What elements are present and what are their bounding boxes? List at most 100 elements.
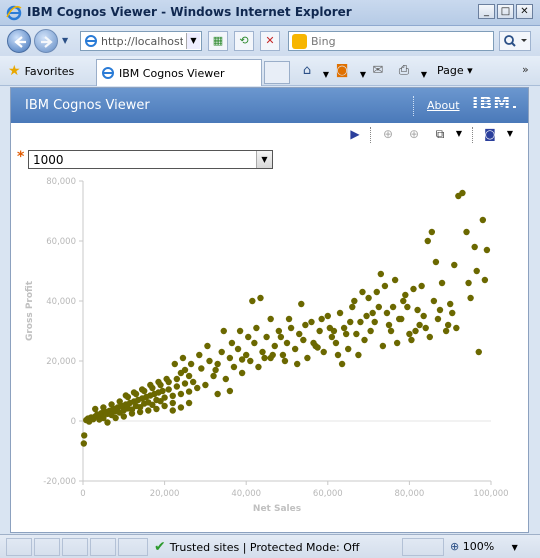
data-point [459, 189, 466, 197]
tab-ibm-cognos-viewer[interactable]: IBM Cognos Viewer [96, 59, 262, 86]
keep-this-version-icon[interactable]: ⧉ [435, 127, 445, 141]
stop-icon[interactable]: ✕ [260, 31, 280, 51]
data-point [345, 345, 352, 353]
protected-mode-icon[interactable] [402, 538, 444, 556]
recent-pages-dropdown[interactable]: ▼ [62, 36, 69, 45]
home-icon[interactable]: ⌂ [302, 63, 312, 78]
x-tick-label: 0 [80, 489, 85, 499]
data-point [483, 246, 491, 254]
home-dropdown-icon[interactable]: ▼ [322, 70, 330, 79]
data-point [96, 416, 103, 423]
data-point [214, 360, 221, 368]
data-point [261, 354, 268, 362]
data-point [473, 267, 480, 275]
data-point [336, 309, 344, 317]
run-report-icon[interactable]: ▶ [350, 127, 360, 141]
data-point [185, 372, 193, 380]
search-button[interactable] [499, 31, 531, 51]
search-input[interactable]: Bing [288, 31, 494, 51]
cognos-title: IBM Cognos Viewer [25, 98, 150, 113]
minimize-button[interactable]: _ [478, 4, 495, 19]
favorites-bar: ★ Favorites IBM Cognos Viewer ⌂ ▼ ◙ ▼ ✉ … [0, 56, 540, 86]
data-point [155, 378, 162, 386]
data-point [145, 407, 152, 414]
forward-button[interactable] [34, 29, 58, 53]
format-dropdown-icon[interactable]: ▼ [506, 129, 514, 138]
data-point [226, 387, 234, 395]
print-icon[interactable]: ⎙ [398, 63, 410, 78]
security-zone[interactable]: ✔ Trusted sites | Protected Mode: Off [154, 539, 359, 555]
zoom-control[interactable]: ⊕ 100% ▼ [450, 540, 518, 553]
data-point [194, 384, 201, 392]
view-in-format-icon[interactable]: ◙ [484, 127, 496, 141]
data-point [177, 390, 185, 398]
data-point [365, 294, 372, 302]
address-dropdown-icon[interactable]: ▼ [186, 33, 200, 49]
data-point [245, 333, 252, 341]
data-point [310, 339, 317, 347]
about-link[interactable]: About [427, 99, 460, 112]
x-tick-label: 60,000 [313, 489, 343, 499]
data-point [438, 279, 446, 287]
keep-version-dropdown-icon[interactable]: ▼ [455, 129, 463, 138]
data-point [249, 297, 256, 305]
feeds-icon[interactable]: ◙ [335, 63, 349, 78]
data-point [149, 401, 156, 408]
y-axis-label: Gross Profit [25, 280, 35, 341]
data-point [204, 342, 211, 350]
data-point [475, 348, 482, 356]
maximize-button[interactable]: □ [497, 4, 514, 19]
y-tick-label: 0 [71, 417, 76, 427]
data-point [338, 360, 346, 368]
select-dropdown-icon[interactable]: ▼ [256, 151, 272, 168]
data-point [112, 414, 119, 422]
refresh-icon[interactable]: ⟲ [234, 31, 254, 51]
data-point [80, 440, 88, 447]
data-point [287, 324, 295, 332]
status-cell [62, 538, 88, 556]
page-content: IBM Cognos Viewer About IBM. ▶ ⊕ ⊕ ⧉ ▼ ◙… [10, 87, 529, 533]
data-point [153, 405, 160, 413]
mail-icon[interactable]: ✉ [372, 63, 384, 78]
data-point [238, 356, 246, 363]
data-point [381, 282, 389, 290]
internet-explorer-icon [6, 5, 22, 21]
data-point [181, 366, 189, 374]
data-point [418, 282, 425, 290]
close-window-button[interactable]: ✕ [516, 4, 533, 19]
page-menu[interactable]: Page ▾ [437, 64, 473, 77]
data-point [465, 279, 472, 287]
data-point [447, 300, 454, 308]
data-point [147, 381, 154, 389]
address-toolbar: ▼ http://localhost/i ▼ ▦ ⟲ ✕ Bing [0, 26, 540, 56]
url-text: http://localhost/i [101, 35, 183, 48]
add-bookmark-icon[interactable]: ⊕ [382, 127, 394, 141]
data-point [214, 390, 221, 398]
ibm-logo: IBM. [472, 94, 519, 114]
print-dropdown-icon[interactable]: ▼ [420, 70, 428, 79]
data-point [277, 333, 285, 341]
data-point [81, 432, 88, 439]
back-button[interactable] [7, 29, 31, 53]
data-point [414, 306, 421, 314]
magnifier-icon [504, 35, 527, 47]
data-point [92, 405, 99, 413]
data-point [383, 309, 391, 317]
data-point [138, 386, 146, 393]
prompt-select[interactable]: 1000 ▼ [28, 150, 273, 169]
data-point [128, 410, 136, 417]
more-commands-chevron-icon[interactable]: » [522, 63, 529, 76]
x-tick-label: 20,000 [150, 489, 180, 499]
data-point [185, 399, 193, 407]
feeds-dropdown-icon[interactable]: ▼ [359, 70, 367, 79]
status-cell [6, 538, 32, 556]
compatibility-view-icon[interactable]: ▦ [208, 31, 228, 51]
tab-page-icon [102, 67, 114, 79]
remove-bookmark-icon[interactable]: ⊕ [408, 127, 420, 141]
new-tab-button[interactable] [264, 61, 290, 84]
data-point [353, 330, 360, 338]
data-point [442, 327, 450, 335]
address-field[interactable]: http://localhost/i ▼ [80, 31, 202, 51]
data-point [296, 330, 303, 338]
favorites-button[interactable]: ★ Favorites [8, 62, 74, 80]
